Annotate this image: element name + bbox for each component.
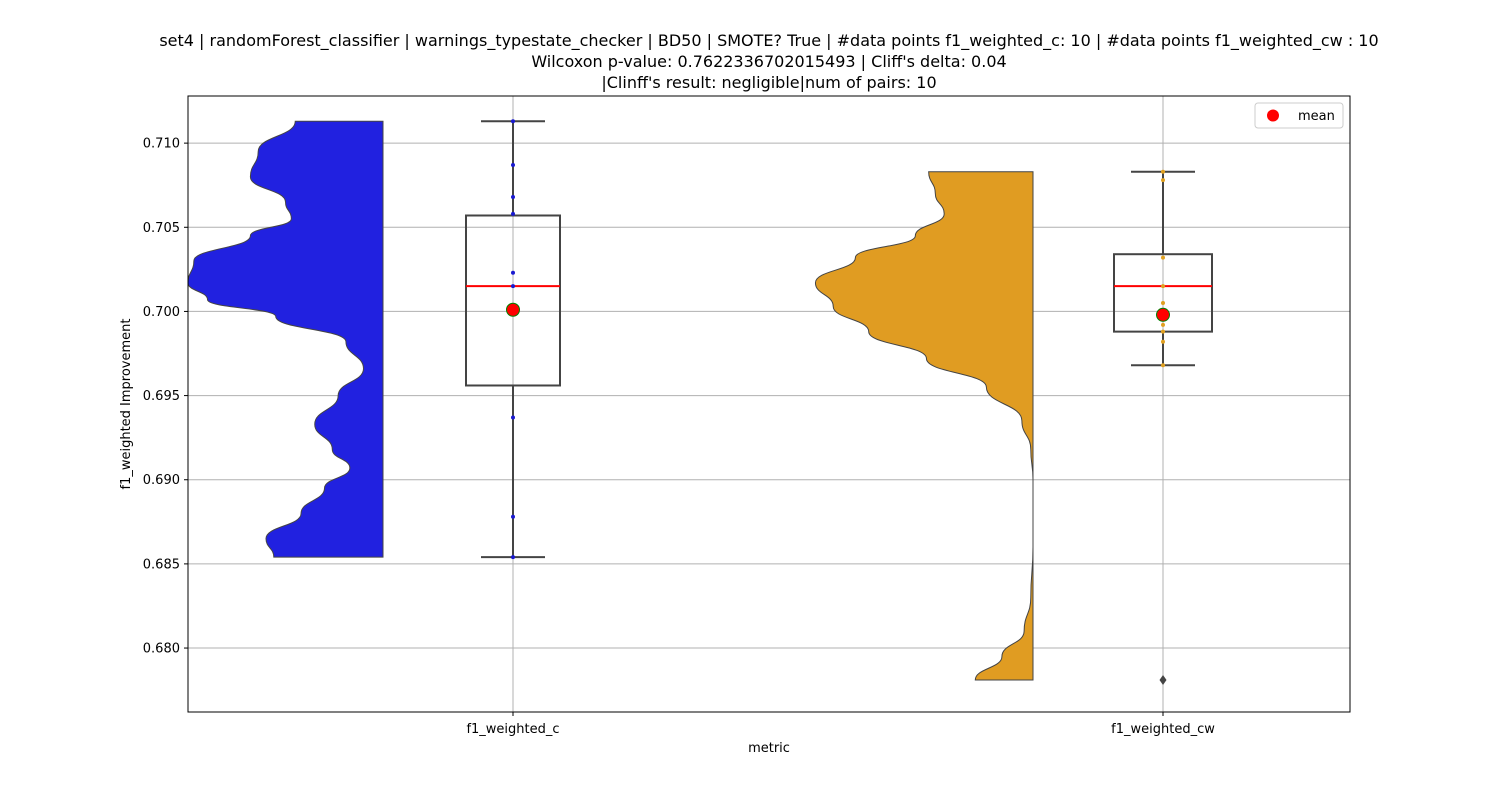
y-tick-label: 0.685	[143, 557, 180, 572]
x-tick-label: f1_weighted_cw	[1111, 722, 1215, 737]
chart-title-line-2: Wilcoxon p-value: 0.7622336702015493 | C…	[531, 52, 1006, 71]
y-tick-label: 0.680	[143, 642, 180, 657]
data-point	[511, 163, 515, 168]
data-point	[511, 415, 515, 420]
point-layer	[506, 119, 1170, 686]
data-point	[511, 284, 515, 289]
data-point	[1161, 178, 1165, 183]
data-point	[511, 514, 515, 519]
outlier-marker	[1159, 675, 1167, 686]
violin-f1_weighted_cw	[814, 171, 1034, 681]
y-tick-label: 0.690	[143, 473, 180, 488]
y-axis-label: f1_weighted Improvement	[119, 318, 134, 489]
mean-marker	[506, 302, 520, 317]
legend-mean-marker	[1267, 109, 1279, 122]
data-point	[1161, 329, 1165, 334]
chart-title: set4 | randomForest_classifier | warning…	[159, 31, 1378, 92]
box-layer	[465, 120, 1213, 559]
legend: mean	[1254, 102, 1344, 129]
data-point	[1161, 301, 1165, 306]
chart-title-line-3: |Clinff's result: negligible|num of pair…	[601, 73, 936, 92]
data-point	[1161, 339, 1165, 344]
violin-f1_weighted_c	[187, 120, 384, 558]
data-point	[511, 119, 515, 124]
violin-layer	[187, 120, 1034, 681]
data-point	[511, 194, 515, 199]
legend-frame	[1254, 102, 1344, 129]
legend-mean-label: mean	[1298, 109, 1335, 124]
y-tick-label: 0.705	[143, 221, 180, 236]
chart-title-line-1: set4 | randomForest_classifier | warning…	[159, 31, 1378, 51]
data-point	[1161, 284, 1165, 289]
x-axis-label: metric	[748, 741, 790, 756]
x-axis: f1_weighted_c f1_weighted_cw	[466, 712, 1215, 737]
x-tick-label: f1_weighted_c	[466, 722, 559, 737]
mean-marker	[1156, 307, 1170, 322]
data-point	[511, 211, 515, 216]
y-tick-label: 0.700	[143, 305, 180, 320]
y-tick-label: 0.710	[143, 137, 180, 152]
data-point	[511, 270, 515, 275]
y-axis: 0.680 0.685 0.690 0.695 0.700 0.705 0.710	[143, 137, 188, 657]
data-point	[511, 555, 515, 560]
data-point	[1161, 169, 1165, 174]
y-tick-label: 0.695	[143, 389, 180, 404]
data-point	[1161, 255, 1165, 260]
plot-frame	[187, 95, 1351, 713]
data-point	[1161, 322, 1165, 327]
data-point	[1161, 363, 1165, 368]
